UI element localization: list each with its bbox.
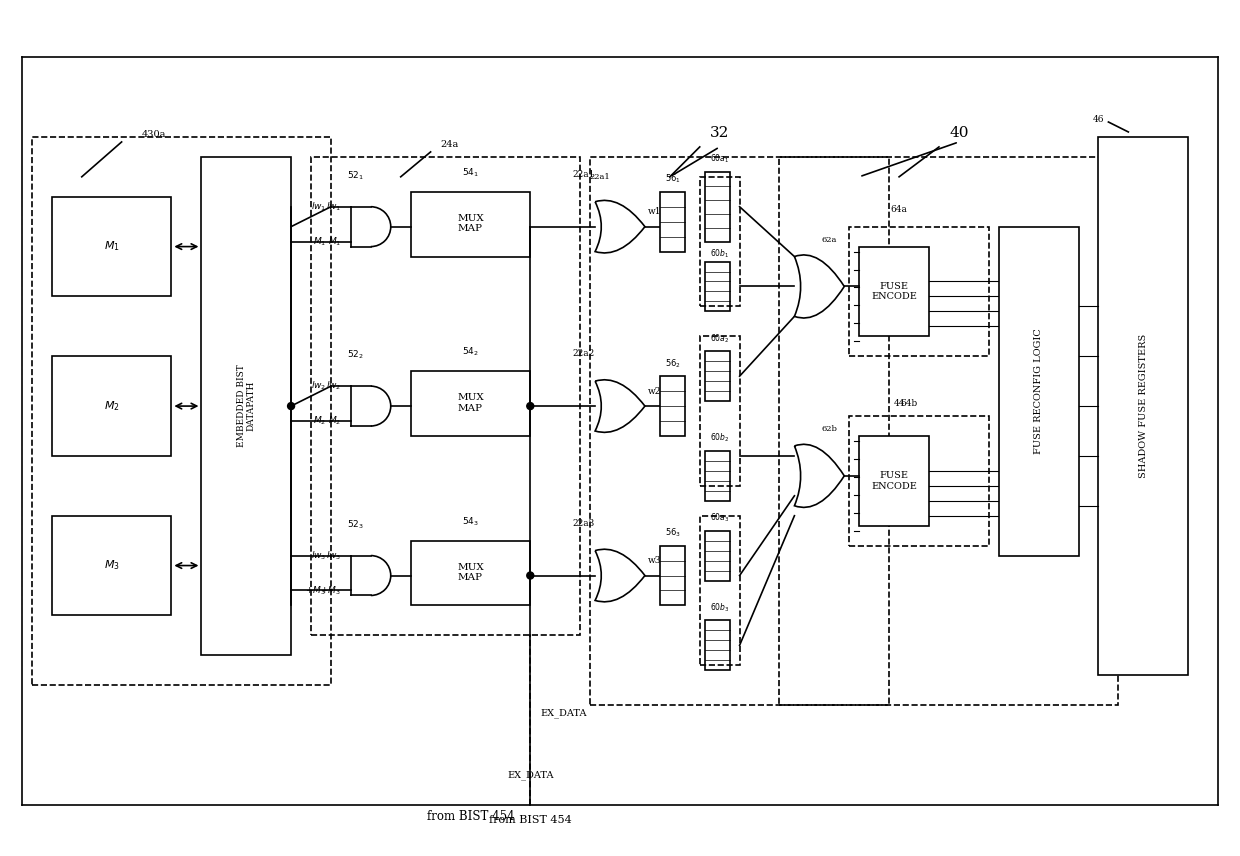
Text: $lw_2$: $lw_2$	[326, 380, 341, 392]
Text: 22a1: 22a1	[590, 173, 610, 181]
Text: $lw_3$: $lw_3$	[310, 550, 326, 562]
Text: 24a: 24a	[440, 140, 459, 149]
FancyBboxPatch shape	[704, 172, 729, 241]
Text: $54_1$: $54_1$	[463, 166, 479, 179]
Text: $52_3$: $52_3$	[347, 518, 365, 531]
Text: $lw_1$: $lw_1$	[326, 200, 341, 213]
FancyBboxPatch shape	[660, 192, 684, 252]
Text: EMBEDDED BIST
DATAPATH: EMBEDDED BIST DATAPATH	[237, 365, 255, 448]
FancyBboxPatch shape	[52, 515, 171, 615]
Text: FUSE RECONFIG LOGIC: FUSE RECONFIG LOGIC	[1034, 328, 1043, 454]
Text: 40: 40	[949, 126, 968, 140]
FancyBboxPatch shape	[859, 247, 929, 336]
FancyBboxPatch shape	[704, 531, 729, 580]
Text: w3: w3	[649, 556, 662, 565]
Text: from BIST 454: from BIST 454	[427, 810, 515, 823]
Text: $M_2$: $M_2$	[104, 399, 119, 413]
Text: $M_2$: $M_2$	[312, 415, 326, 427]
FancyBboxPatch shape	[704, 621, 729, 670]
Text: $+M_3$: $+M_3$	[305, 585, 326, 597]
Text: 430a: 430a	[141, 130, 166, 139]
Text: MUX
MAP: MUX MAP	[458, 563, 484, 582]
Text: $56_3$: $56_3$	[665, 526, 681, 539]
Text: $lw_3$: $lw_3$	[326, 550, 341, 562]
PathPatch shape	[595, 550, 645, 602]
Text: $60a_1$: $60a_1$	[709, 153, 729, 165]
Text: 62a: 62a	[822, 235, 837, 244]
FancyBboxPatch shape	[660, 376, 684, 436]
FancyBboxPatch shape	[704, 262, 729, 312]
Text: 44: 44	[893, 399, 905, 408]
Text: $54_3$: $54_3$	[463, 515, 479, 527]
Text: $60a_2$: $60a_2$	[709, 332, 729, 345]
Text: $60b_3$: $60b_3$	[709, 602, 729, 614]
Text: 32: 32	[711, 126, 729, 140]
Text: $M_3$: $M_3$	[104, 559, 119, 573]
FancyBboxPatch shape	[201, 157, 291, 655]
Text: 64b: 64b	[900, 399, 918, 408]
PathPatch shape	[595, 200, 645, 253]
Text: 22a2: 22a2	[573, 349, 595, 358]
PathPatch shape	[595, 380, 645, 432]
Text: $52_2$: $52_2$	[347, 348, 365, 361]
FancyBboxPatch shape	[859, 436, 929, 526]
Text: MUX
MAP: MUX MAP	[458, 214, 484, 234]
Text: 62b: 62b	[821, 425, 837, 433]
Text: $56_1$: $56_1$	[665, 173, 681, 185]
Text: $M_1$: $M_1$	[327, 235, 341, 248]
Text: FUSE
ENCODE: FUSE ENCODE	[872, 282, 918, 301]
Text: $+M_3$: $+M_3$	[320, 585, 341, 597]
Text: 22a3: 22a3	[573, 519, 595, 527]
FancyBboxPatch shape	[1099, 137, 1188, 675]
PathPatch shape	[795, 444, 844, 508]
FancyBboxPatch shape	[52, 197, 171, 296]
Text: $52_1$: $52_1$	[347, 169, 365, 181]
Text: $60b_1$: $60b_1$	[709, 247, 729, 260]
Text: $54_2$: $54_2$	[463, 346, 479, 358]
Circle shape	[288, 402, 295, 409]
Text: 46: 46	[1092, 115, 1104, 124]
Text: $60a_3$: $60a_3$	[709, 512, 729, 524]
Text: from BIST 454: from BIST 454	[489, 815, 572, 824]
Circle shape	[527, 572, 533, 579]
Text: $lw_2$: $lw_2$	[311, 380, 326, 392]
FancyBboxPatch shape	[410, 541, 531, 605]
PathPatch shape	[795, 255, 844, 318]
Text: $M_1$: $M_1$	[312, 235, 326, 248]
Text: $lw_1$: $lw_1$	[310, 200, 326, 213]
Text: EX_DATA: EX_DATA	[507, 770, 553, 780]
FancyBboxPatch shape	[410, 372, 531, 436]
Text: $56_2$: $56_2$	[665, 357, 681, 370]
Text: MUX
MAP: MUX MAP	[458, 394, 484, 413]
FancyBboxPatch shape	[998, 227, 1079, 556]
Circle shape	[527, 402, 533, 409]
FancyBboxPatch shape	[660, 545, 684, 605]
Text: $60b_2$: $60b_2$	[709, 432, 729, 444]
Text: FUSE
ENCODE: FUSE ENCODE	[872, 471, 918, 490]
Text: 64a: 64a	[890, 205, 908, 214]
Text: SHADOW FUSE REGISTERS: SHADOW FUSE REGISTERS	[1138, 334, 1148, 479]
Text: w1: w1	[649, 207, 662, 217]
FancyBboxPatch shape	[410, 192, 531, 257]
Text: EX_DATA: EX_DATA	[541, 708, 587, 717]
Text: $M_1$: $M_1$	[104, 240, 119, 253]
Text: $M_2$: $M_2$	[327, 415, 341, 427]
FancyBboxPatch shape	[704, 451, 729, 501]
Text: w2: w2	[649, 387, 662, 395]
FancyBboxPatch shape	[704, 351, 729, 401]
FancyBboxPatch shape	[52, 356, 171, 456]
Text: 22a1: 22a1	[573, 169, 595, 179]
